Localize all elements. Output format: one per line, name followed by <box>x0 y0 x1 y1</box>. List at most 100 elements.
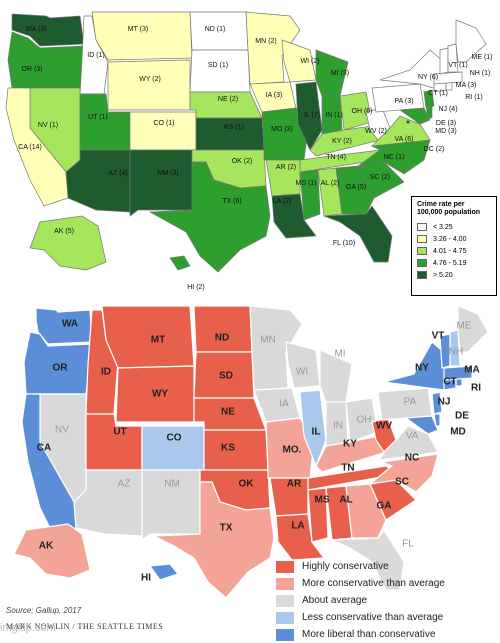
state-shape-tx <box>148 161 271 273</box>
state-shape-tx <box>151 481 275 599</box>
state-shape-nc <box>357 139 431 175</box>
state-shape-ma <box>443 365 473 381</box>
state-label: OK <box>238 478 254 490</box>
state-label: KS (1) <box>224 124 244 131</box>
state-label: DE (3) <box>435 120 457 127</box>
state-label: NM (3) <box>157 170 179 177</box>
state-label: CO (1) <box>153 120 175 127</box>
state-label: FL (10) <box>332 240 356 247</box>
state-shape-nj <box>423 89 435 109</box>
state-label: ID (1) <box>87 52 105 59</box>
state-shape-il <box>295 81 323 151</box>
state-shape-nm <box>141 469 201 542</box>
state-label: KS <box>221 442 235 454</box>
state-shape-co <box>129 111 197 151</box>
legend-item: 4.76 - 5.19 <box>417 257 491 269</box>
state-label: NY (6) <box>417 74 439 81</box>
watermark: imgflip.com <box>0 622 56 634</box>
legend-label: < 3.25 <box>433 223 453 231</box>
state-label: IL (7) <box>303 112 321 119</box>
state-label: NC <box>404 452 420 464</box>
state-shape-me <box>457 305 489 353</box>
state-label: TX <box>219 522 233 534</box>
legend-swatch <box>417 247 427 255</box>
legend-item: 3.26 - 4.00 <box>417 233 491 245</box>
state-label: MS <box>314 494 330 506</box>
state-label: ND <box>214 332 230 344</box>
state-label: MA (3) <box>455 82 477 89</box>
legend-item: More liberal than conservative <box>276 626 496 643</box>
state-label: PA <box>403 396 417 408</box>
state-shape-vt <box>439 47 449 75</box>
state-label: MS (1) <box>295 180 317 187</box>
state-label: DC (2) <box>423 146 445 153</box>
legend-item: < 3.25 <box>417 221 491 233</box>
state-label: MI <box>334 348 346 360</box>
state-shape-nd <box>193 305 253 353</box>
legend-swatch <box>276 577 294 590</box>
state-label: MA <box>464 364 480 376</box>
state-label: IA <box>279 398 289 410</box>
state-shape-dc <box>406 120 410 124</box>
state-shape-me <box>455 19 487 63</box>
state-label: MI (3) <box>330 70 350 77</box>
credit-line: MARK NOWLIN / THE SEATTLE TIMES <box>6 622 164 631</box>
state-label: AK (5) <box>54 228 74 235</box>
state-label: SC (2) <box>369 174 391 181</box>
state-label: AZ (4) <box>108 170 128 177</box>
state-shape-hi <box>148 563 180 581</box>
state-label: DE <box>455 410 469 422</box>
state-label: WY <box>151 388 169 400</box>
state-label: NY <box>415 362 429 374</box>
state-label: TN (4) <box>326 154 346 161</box>
state-label: MD <box>450 426 466 438</box>
state-label: WV (2) <box>365 128 387 135</box>
state-label: LA (2) <box>272 198 292 205</box>
state-label: HI <box>141 572 151 584</box>
state-label: PA (3) <box>394 98 414 105</box>
state-label: WV <box>375 420 393 432</box>
state-label: WI <box>295 366 309 378</box>
legend-label: 3.26 - 4.00 <box>433 235 467 243</box>
state-label: ND (1) <box>204 26 226 33</box>
state-label: AR (2) <box>275 164 297 171</box>
state-label: SD <box>219 370 233 382</box>
state-label: MD (3) <box>435 128 457 135</box>
state-label: MO. <box>282 444 302 456</box>
state-shape-ga <box>335 165 375 215</box>
state-label: IN (1) <box>325 112 343 119</box>
legend-item: > 5.20 <box>417 269 491 281</box>
state-label: TN <box>341 462 355 474</box>
legend-swatch <box>276 611 294 624</box>
state-label: OR <box>52 362 68 374</box>
state-label: RI (1) <box>465 94 483 101</box>
state-shape-la <box>275 513 326 561</box>
state-label: OR (3) <box>21 66 43 73</box>
state-shape-mn <box>249 305 303 391</box>
state-shape-ma <box>433 71 463 85</box>
state-label: KY <box>343 438 357 450</box>
legend-item: 4.01 - 4.75 <box>417 245 491 257</box>
state-label: VT <box>431 330 445 342</box>
crime-rate-map: WA (3) OR (3) ID (1) MT (3) ND (1) MN (2… <box>0 0 500 300</box>
state-shape-nj <box>431 391 443 415</box>
state-label: IA (3) <box>265 92 283 99</box>
legend-label: Highly conservative <box>302 561 389 572</box>
state-label: AL (2) <box>320 180 340 187</box>
legend-label: About average <box>302 595 368 606</box>
state-shape-in <box>321 95 343 135</box>
state-shape-ks <box>195 117 265 151</box>
state-label: MN (2) <box>255 38 277 45</box>
crime-rate-legend: Crime rate per 100,000 population < 3.25… <box>411 196 497 296</box>
state-label: OK (2) <box>231 158 253 165</box>
legend-label: Less conservative than average <box>302 612 444 623</box>
state-label: NH <box>448 346 464 358</box>
political-leaning-map: WA OR ID MT ND MN WI MI ME VT NH NY MA C… <box>0 302 500 641</box>
state-label: NE (2) <box>217 96 239 103</box>
state-label: AR <box>286 478 302 490</box>
legend-swatch <box>417 223 427 231</box>
legend-title: Crime rate per 100,000 population <box>417 201 481 216</box>
state-shape-ks <box>203 429 269 471</box>
state-label: NV <box>55 424 69 436</box>
state-label: WA <box>61 318 79 330</box>
